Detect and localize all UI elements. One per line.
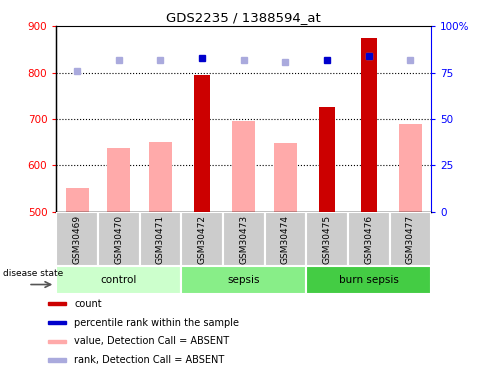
Text: control: control: [100, 275, 137, 285]
Text: burn sepsis: burn sepsis: [339, 275, 399, 285]
Text: percentile rank within the sample: percentile rank within the sample: [74, 318, 240, 327]
Text: rank, Detection Call = ABSENT: rank, Detection Call = ABSENT: [74, 355, 225, 365]
Text: GSM30474: GSM30474: [281, 214, 290, 264]
Bar: [399, 124, 422, 212]
Text: GSM30477: GSM30477: [406, 214, 415, 264]
Bar: [232, 122, 255, 212]
Text: GSM30475: GSM30475: [322, 214, 332, 264]
Bar: [48, 321, 66, 324]
FancyBboxPatch shape: [306, 266, 431, 294]
FancyBboxPatch shape: [265, 212, 306, 266]
Bar: [66, 188, 89, 212]
Bar: [149, 142, 172, 212]
Text: count: count: [74, 299, 102, 309]
Text: GSM30469: GSM30469: [73, 214, 82, 264]
Bar: [107, 148, 130, 212]
Text: GSM30470: GSM30470: [114, 214, 123, 264]
Text: GSM30476: GSM30476: [364, 214, 373, 264]
Text: sepsis: sepsis: [227, 275, 260, 285]
Bar: [48, 340, 66, 343]
Bar: [319, 106, 335, 212]
Text: GSM30473: GSM30473: [239, 214, 248, 264]
Text: GSM30471: GSM30471: [156, 214, 165, 264]
FancyBboxPatch shape: [98, 212, 140, 266]
Bar: [361, 38, 377, 212]
FancyBboxPatch shape: [181, 212, 223, 266]
FancyBboxPatch shape: [181, 266, 306, 294]
Bar: [194, 75, 210, 212]
Bar: [274, 143, 297, 212]
Text: disease state: disease state: [3, 269, 63, 278]
Bar: [48, 358, 66, 362]
FancyBboxPatch shape: [223, 212, 265, 266]
FancyBboxPatch shape: [306, 212, 348, 266]
Bar: [48, 302, 66, 305]
FancyBboxPatch shape: [140, 212, 181, 266]
Title: GDS2235 / 1388594_at: GDS2235 / 1388594_at: [167, 11, 321, 24]
Text: GSM30472: GSM30472: [197, 214, 207, 264]
FancyBboxPatch shape: [56, 266, 181, 294]
FancyBboxPatch shape: [390, 212, 431, 266]
Text: value, Detection Call = ABSENT: value, Detection Call = ABSENT: [74, 336, 230, 346]
FancyBboxPatch shape: [56, 212, 98, 266]
FancyBboxPatch shape: [348, 212, 390, 266]
